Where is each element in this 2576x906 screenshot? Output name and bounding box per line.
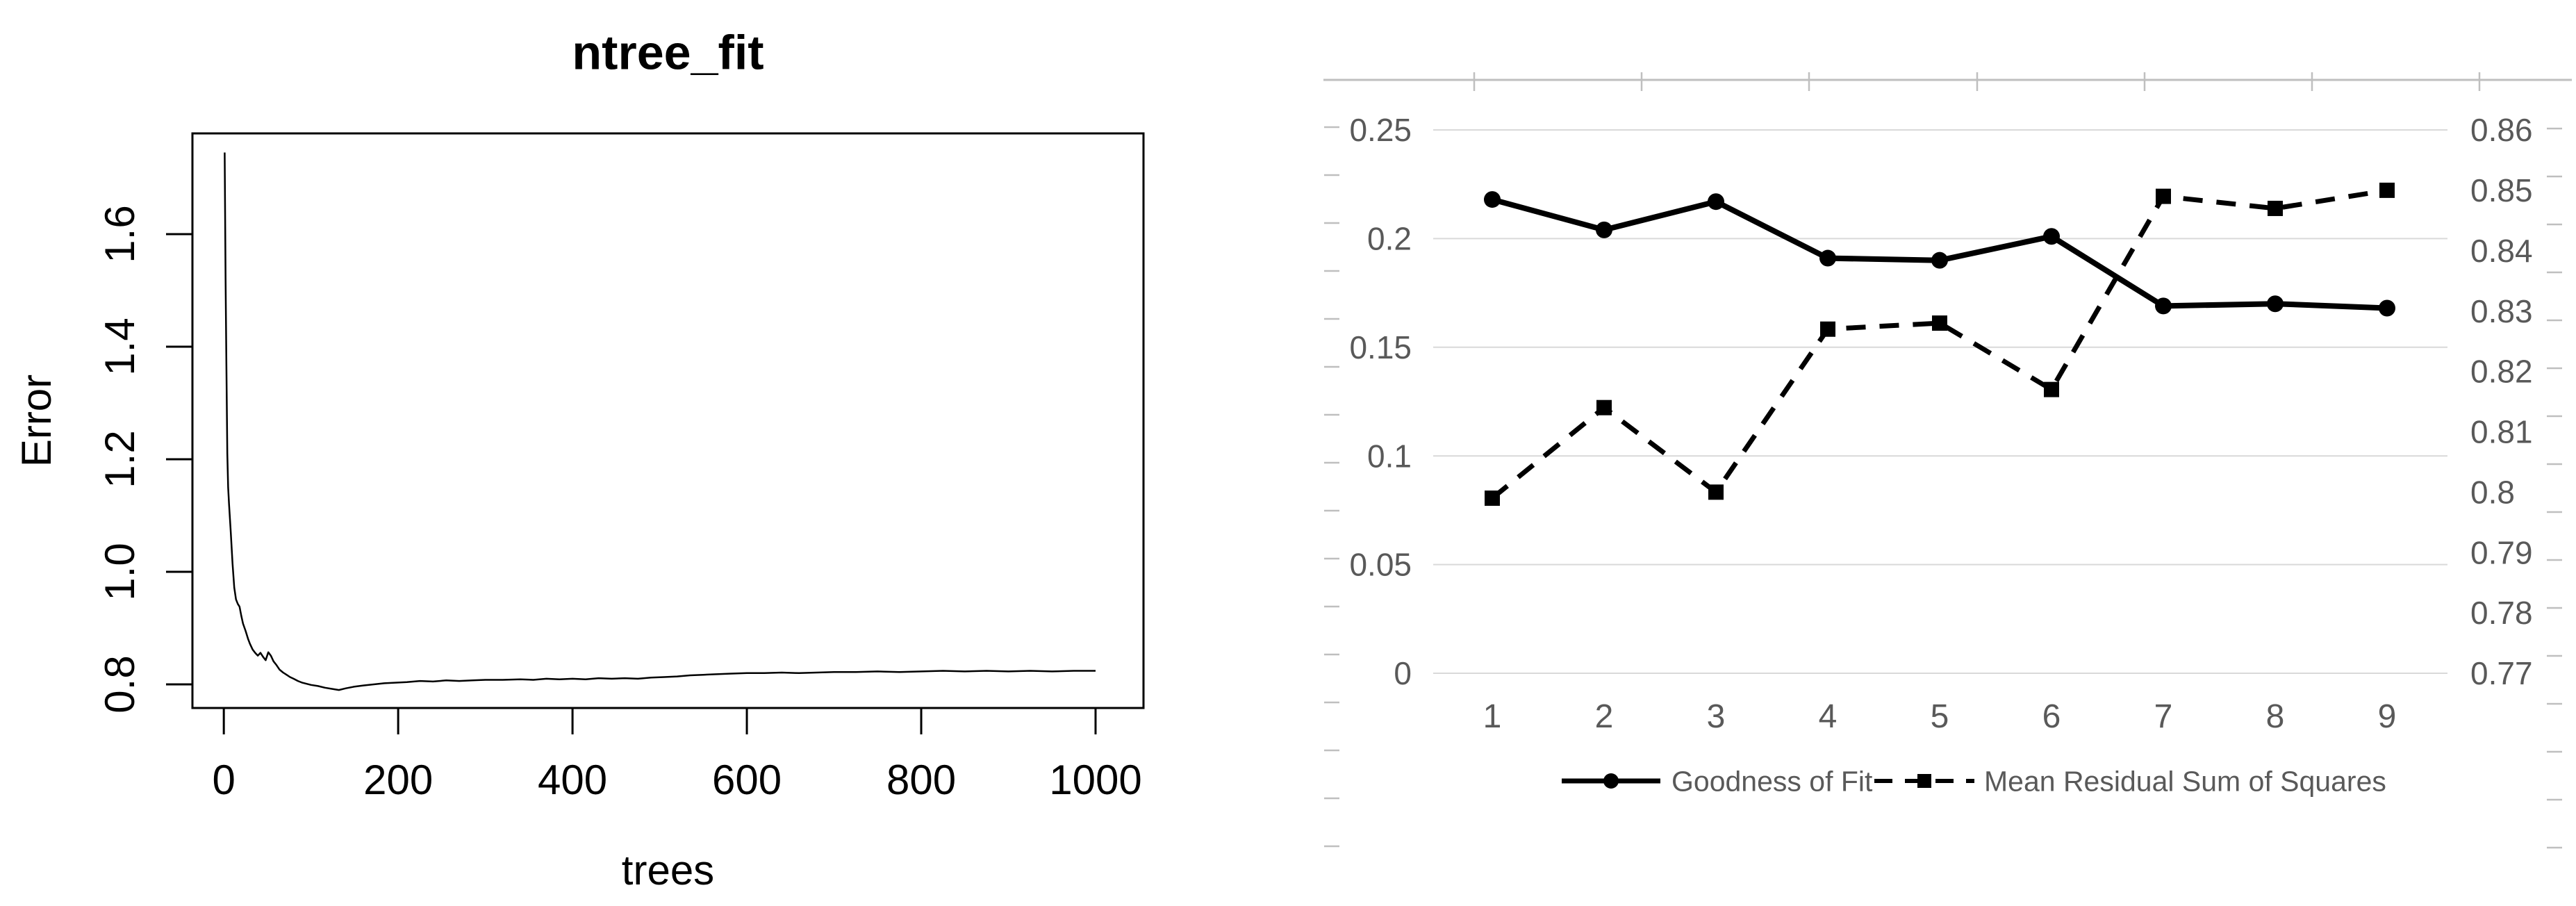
series-line-1 bbox=[1490, 188, 2388, 500]
series-0-marker bbox=[1819, 249, 1836, 267]
series-0-marker bbox=[2155, 297, 2172, 315]
x-category-label: 6 bbox=[2042, 698, 2061, 735]
left-axis-label: 0.1 bbox=[1367, 438, 1412, 474]
ntree-fit-chart: ntree_fit 0.8 1.0 1.2 1.4 1.6 0 200 400 600 800 100… bbox=[13, 26, 1145, 893]
legend-label-mean-rss: Mean Residual Sum of Squares bbox=[1984, 765, 2386, 797]
series-0-marker bbox=[2267, 295, 2284, 313]
series-0-marker bbox=[1596, 221, 1612, 238]
x-tick-label: 800 bbox=[886, 757, 956, 803]
y-tick-label: 1.0 bbox=[97, 543, 143, 600]
left-axis-label: 0.2 bbox=[1367, 221, 1412, 257]
x-category-label: 2 bbox=[1595, 698, 1614, 735]
x-category-label: 9 bbox=[2378, 698, 2397, 735]
series-1-marker bbox=[1596, 400, 1612, 415]
y-axis-title: Error bbox=[13, 374, 60, 467]
series-1-marker bbox=[1820, 321, 1835, 337]
right-axis-label: 0.86 bbox=[2470, 112, 2533, 148]
x-category-label: 5 bbox=[1931, 698, 1949, 735]
y-tick-label: 1.6 bbox=[97, 205, 143, 263]
x-tick-label: 200 bbox=[363, 757, 433, 803]
x-category-label: 3 bbox=[1707, 698, 1726, 735]
right-axis-label: 0.77 bbox=[2470, 655, 2533, 691]
right-axis-label: 0.83 bbox=[2470, 293, 2533, 329]
legend-square-marker-icon bbox=[1917, 774, 1931, 788]
right-axis-label: 0.8 bbox=[2470, 474, 2515, 510]
series-1-marker bbox=[1708, 484, 1724, 500]
series-1-marker bbox=[2044, 381, 2059, 397]
right-axis-label: 0.79 bbox=[2470, 534, 2533, 570]
series-0-marker bbox=[2379, 299, 2395, 317]
x-tick-label: 0 bbox=[212, 757, 235, 803]
series-0-marker bbox=[1708, 193, 1724, 211]
y-tick-label: 1.2 bbox=[97, 430, 143, 488]
x-category-label: 7 bbox=[2154, 698, 2173, 735]
y-tick-label: 0.8 bbox=[97, 655, 143, 713]
left-axis-label: 0 bbox=[1394, 655, 1412, 691]
series-1-marker bbox=[2268, 200, 2283, 216]
series-1-marker bbox=[1932, 315, 1947, 331]
left-axis-label: 0.15 bbox=[1349, 329, 1412, 365]
error-curve bbox=[224, 152, 1096, 691]
x-axis-title: trees bbox=[622, 847, 714, 893]
series-1-marker bbox=[2379, 182, 2395, 198]
series-1-marker bbox=[1485, 491, 1500, 506]
x-tick-label: 1000 bbox=[1049, 757, 1141, 803]
series-0-marker bbox=[1931, 252, 1948, 269]
legend-label-goodness-of-fit: Goodness of Fit bbox=[1671, 765, 1873, 797]
fit-comparison-chart: 0 0.05 0.1 0.15 0.2 0.25 0.77 0.78 0.79 0.8 0.81 0.… bbox=[1323, 72, 2572, 849]
right-axis-label: 0.82 bbox=[2470, 354, 2533, 390]
y-tick-label: 1.4 bbox=[97, 318, 143, 375]
series-0-marker bbox=[1484, 191, 1501, 208]
right-axis-label: 0.81 bbox=[2470, 414, 2533, 450]
left-axis-label: 0.05 bbox=[1349, 547, 1412, 583]
right-axis-label: 0.85 bbox=[2470, 172, 2533, 208]
x-tick-label: 600 bbox=[712, 757, 782, 803]
chart-title: ntree_fit bbox=[572, 26, 763, 80]
x-category-label: 8 bbox=[2266, 698, 2285, 735]
x-tick-label: 400 bbox=[538, 757, 607, 803]
x-category-label: 1 bbox=[1483, 698, 1502, 735]
series-1-marker bbox=[2156, 188, 2171, 204]
left-axis-label: 0.25 bbox=[1349, 112, 1412, 148]
plot-box bbox=[191, 132, 1145, 709]
series-0-marker bbox=[2043, 228, 2060, 245]
right-axis-label: 0.84 bbox=[2470, 233, 2533, 269]
legend-circle-marker-icon bbox=[1603, 773, 1619, 789]
right-axis-label: 0.78 bbox=[2470, 595, 2533, 631]
x-category-label: 4 bbox=[1819, 698, 1838, 735]
